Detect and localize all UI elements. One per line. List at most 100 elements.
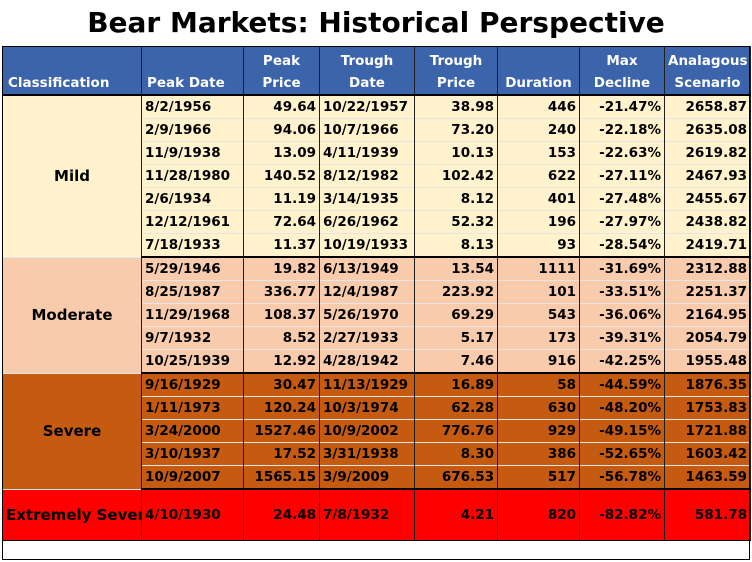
header-label: Trough <box>340 53 394 69</box>
classification-cell: Extremely Severe <box>2 489 142 541</box>
peak-date-cell: 2/6/1934 <box>141 187 244 211</box>
peak-price-cell: 30.47 <box>243 373 320 397</box>
trough-price-cell: 73.20 <box>414 118 498 142</box>
trough-price-cell: 776.76 <box>414 419 498 443</box>
duration-cell: 630 <box>497 396 580 420</box>
table-row: 10/25/1939 12.92 4/28/1942 7.46 916 -42.25% 19… <box>3 349 751 374</box>
trough-price-cell: 8.30 <box>414 442 498 466</box>
trough-date-cell: 8/12/1982 <box>319 164 415 188</box>
peak-price-cell: 94.06 <box>243 118 320 142</box>
peak-date-cell: 2/9/1966 <box>141 118 244 142</box>
header-label: Classification <box>8 75 110 91</box>
header-trough-price: Trough Price <box>414 46 498 96</box>
peak-price-cell: 17.52 <box>243 442 320 466</box>
duration-cell: 929 <box>497 419 580 443</box>
analagous-scenario-cell: 581.78 <box>664 489 751 541</box>
header-label: Decline <box>593 75 651 91</box>
peak-date-cell: 5/29/1946 <box>141 257 244 281</box>
trough-price-cell: 676.53 <box>414 465 498 490</box>
max-decline-cell: -44.59% <box>579 373 665 397</box>
duration-cell: 446 <box>497 95 580 119</box>
trough-date-cell: 3/9/2009 <box>319 465 415 490</box>
header-label: Scenario <box>674 75 741 91</box>
table-row: 8/25/1987 336.77 12/4/1987 223.92 101 -33.51%… <box>3 280 751 304</box>
peak-date-cell: 4/10/1930 <box>141 489 244 541</box>
max-decline-cell: -27.11% <box>579 164 665 188</box>
peak-date-cell: 10/25/1939 <box>141 349 244 374</box>
classification-cell: Severe <box>2 373 142 490</box>
trough-price-cell: 8.13 <box>414 233 498 258</box>
table-row: 2/6/1934 11.19 3/14/1935 8.12 401 -27.48% 2455… <box>3 187 751 211</box>
duration-cell: 1111 <box>497 257 580 281</box>
header-label: Peak <box>262 53 301 69</box>
trough-price-cell: 223.92 <box>414 280 498 304</box>
duration-cell: 543 <box>497 303 580 327</box>
peak-date-cell: 3/24/2000 <box>141 419 244 443</box>
max-decline-cell: -39.31% <box>579 326 665 350</box>
analagous-scenario-cell: 2419.71 <box>664 233 751 258</box>
duration-cell: 101 <box>497 280 580 304</box>
analagous-scenario-cell: 1753.83 <box>664 396 751 420</box>
max-decline-cell: -48.20% <box>579 396 665 420</box>
peak-date-cell: 9/7/1932 <box>141 326 244 350</box>
classification-cell: Mild <box>2 95 142 258</box>
duration-cell: 517 <box>497 465 580 490</box>
max-decline-cell: -33.51% <box>579 280 665 304</box>
trough-date-cell: 10/19/1933 <box>319 233 415 258</box>
analagous-scenario-cell: 2619.82 <box>664 141 751 165</box>
analagous-scenario-cell: 2635.08 <box>664 118 751 142</box>
table-body: Mild 8/2/1956 49.64 10/22/1957 38.98 446 -21.4… <box>2 95 751 541</box>
duration-cell: 196 <box>497 210 580 234</box>
header-label: Analagous <box>668 53 748 69</box>
peak-date-cell: 3/10/1937 <box>141 442 244 466</box>
max-decline-cell: -82.82% <box>579 489 665 541</box>
header-max-decline: Max Decline <box>579 46 665 96</box>
peak-price-cell: 19.82 <box>243 257 320 281</box>
duration-cell: 93 <box>497 233 580 258</box>
trough-price-cell: 7.46 <box>414 349 498 374</box>
header-trough-date: Trough Date <box>319 46 415 96</box>
analagous-scenario-cell: 2467.93 <box>664 164 751 188</box>
analagous-scenario-cell: 1955.48 <box>664 349 751 374</box>
peak-date-cell: 10/9/2007 <box>141 465 244 490</box>
duration-cell: 622 <box>497 164 580 188</box>
trough-date-cell: 10/22/1957 <box>319 95 415 119</box>
trough-date-cell: 3/14/1935 <box>319 187 415 211</box>
peak-date-cell: 1/11/1973 <box>141 396 244 420</box>
trough-price-cell: 69.29 <box>414 303 498 327</box>
trough-price-cell: 8.12 <box>414 187 498 211</box>
trough-date-cell: 5/26/1970 <box>319 303 415 327</box>
peak-price-cell: 108.37 <box>243 303 320 327</box>
header-classification: Classification <box>2 46 142 96</box>
max-decline-cell: -21.47% <box>579 95 665 119</box>
peak-price-cell: 13.09 <box>243 141 320 165</box>
table-row: 11/9/1938 13.09 4/11/1939 10.13 153 -22.63% 26… <box>3 141 751 165</box>
trough-date-cell: 4/28/1942 <box>319 349 415 374</box>
peak-date-cell: 11/9/1938 <box>141 141 244 165</box>
trough-date-cell: 10/7/1966 <box>319 118 415 142</box>
header-label: Duration <box>505 75 572 91</box>
analagous-scenario-cell: 1721.88 <box>664 419 751 443</box>
bear-markets-table: Classification Peak Date Peak Price Trough Da… <box>2 46 751 541</box>
analagous-scenario-cell: 2054.79 <box>664 326 751 350</box>
duration-cell: 240 <box>497 118 580 142</box>
trough-date-cell: 12/4/1987 <box>319 280 415 304</box>
table-row: 12/12/1961 72.64 6/26/1962 52.32 196 -27.97% 2… <box>3 210 751 234</box>
trough-price-cell: 10.13 <box>414 141 498 165</box>
table-row: Severe 9/16/1929 30.47 11/13/1929 16.89 58 -44… <box>2 373 751 490</box>
table-row: 11/29/1968 108.37 5/26/1970 69.29 543 -36.06%… <box>3 303 751 327</box>
table-row: 9/7/1932 8.52 2/27/1933 5.17 173 -39.31% 2054.… <box>3 326 751 350</box>
table-row: 10/9/2007 1565.15 3/9/2009 676.53 517 -56.78%… <box>3 465 751 490</box>
trough-date-cell: 7/8/1932 <box>319 489 415 541</box>
page-title: Bear Markets: Historical Perspective <box>0 0 752 44</box>
trough-price-cell: 52.32 <box>414 210 498 234</box>
trough-date-cell: 6/13/1949 <box>319 257 415 281</box>
peak-price-cell: 11.37 <box>243 233 320 258</box>
trough-date-cell: 11/13/1929 <box>319 373 415 397</box>
peak-price-cell: 11.19 <box>243 187 320 211</box>
peak-price-cell: 24.48 <box>243 489 320 541</box>
max-decline-cell: -52.65% <box>579 442 665 466</box>
table-row: 11/28/1980 140.52 8/12/1982 102.42 622 -27.11… <box>3 164 751 188</box>
trough-date-cell: 6/26/1962 <box>319 210 415 234</box>
peak-date-cell: 7/18/1933 <box>141 233 244 258</box>
